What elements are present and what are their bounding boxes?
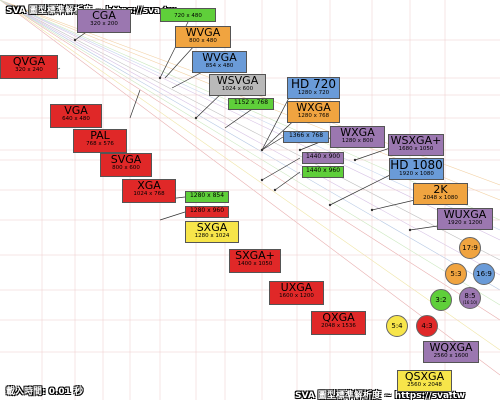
res-wxga-768: WXGA 1280 x 768 xyxy=(287,101,340,123)
res-2k: 2K 2048 x 1080 xyxy=(413,183,468,205)
res-hd720: HD 720 1280 x 720 xyxy=(287,77,340,99)
ratio-4-3: 4:3 xyxy=(416,315,438,337)
res-qsxga: QSXGA 2560 x 2048 xyxy=(397,370,452,392)
res-wxga-800: WXGA 1280 x 800 xyxy=(330,126,385,148)
res-1280x854: 1280 x 854 xyxy=(185,191,229,203)
ratio-3-2: 3:2 xyxy=(430,289,452,311)
res-720x480: 720 x 480 xyxy=(160,8,216,22)
res-svga: SVGA 800 x 600 xyxy=(100,153,152,177)
res-1280x960: 1280 x 960 xyxy=(185,206,229,218)
res-cga: CGA 320 x 200 xyxy=(77,9,131,33)
load-time: 載入時間: 0.01 秒 xyxy=(6,387,84,397)
ratio-16-9: 16:9 xyxy=(473,263,495,285)
res-qxga: QXGA 2048 x 1536 xyxy=(311,311,366,335)
ratio-5-4: 5:4 xyxy=(386,315,408,337)
ratio-17-9: 17:9 xyxy=(459,237,481,259)
res-1152x768: 1152 x 768 xyxy=(228,98,274,110)
res-wsvga: WSVGA 1024 x 600 xyxy=(209,74,266,96)
res-wqxga: WQXGA 2560 x 1600 xyxy=(423,341,479,363)
res-hd1080: HD 1080 1920 x 1080 xyxy=(389,158,444,180)
watermark-bottom: SVA 圖型標準解析度 ~ https://sva.tw xyxy=(295,391,466,400)
res-wuxga: WUXGA 1920 x 1200 xyxy=(437,208,493,230)
res-vga: VGA 640 x 480 xyxy=(50,104,102,128)
res-sxga-plus: SXGA+ 1400 x 1050 xyxy=(229,249,281,273)
res-wvga-800: WVGA 800 x 480 xyxy=(175,26,231,48)
res-1440x900: 1440 x 900 xyxy=(302,152,344,164)
res-wvga-854: WVGA 854 x 480 xyxy=(192,51,247,73)
ratio-8-5: 8:5 (16:10) xyxy=(459,287,481,309)
res-uxga: UXGA 1600 x 1200 xyxy=(269,281,324,305)
res-wsxga-plus: WSXGA+ 1680 x 1050 xyxy=(388,134,444,156)
res-1366x768: 1366 x 768 xyxy=(283,131,329,143)
ratio-5-3: 5:3 xyxy=(445,263,467,285)
res-pal: PAL 768 x 576 xyxy=(73,129,127,153)
res-qvga: QVGA 320 x 240 xyxy=(0,55,58,79)
res-sxga: SXGA 1280 x 1024 xyxy=(185,221,239,243)
res-xga: XGA 1024 x 768 xyxy=(122,179,176,203)
res-1440x960: 1440 x 960 xyxy=(302,166,344,178)
